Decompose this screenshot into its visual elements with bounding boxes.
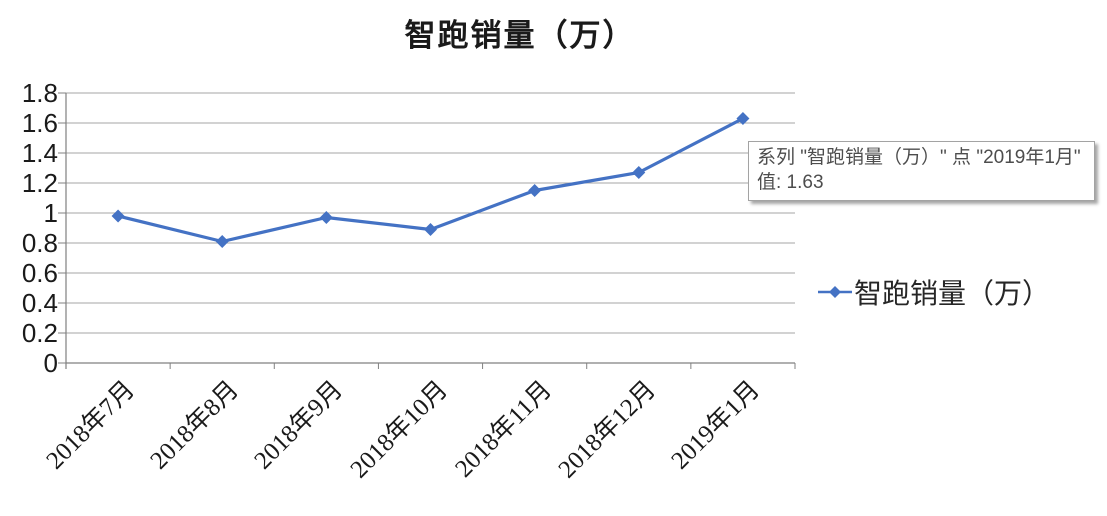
legend[interactable]: 智跑销量（万） — [818, 272, 1050, 312]
chart-title[interactable]: 智跑销量（万） — [404, 18, 636, 53]
y-axis-label: 1.8 — [21, 78, 58, 108]
tooltip-value-line: 值: 1.63 — [757, 172, 824, 193]
legend-marker — [818, 286, 852, 298]
data-point[interactable] — [528, 184, 542, 197]
y-axis-label: 0 — [43, 348, 58, 378]
data-point[interactable] — [111, 209, 125, 223]
y-axis-label: 1.4 — [21, 138, 58, 168]
y-axis-labels: 0 0.2 0.4 0.6 0.8 1 1.2 1.4 1.6 1.8 — [0, 0, 58, 516]
y-axis-label: 1 — [43, 198, 58, 228]
data-point-tooltip: 系列 "智跑销量（万）" 点 "2019年1月" 值: 1.63 — [748, 141, 1095, 201]
data-point[interactable] — [319, 211, 333, 224]
y-axis-label: 0.8 — [21, 228, 58, 258]
data-point[interactable] — [736, 112, 750, 125]
y-axis-label: 0.4 — [21, 288, 58, 318]
y-axis-label: 0.6 — [21, 258, 58, 288]
legend-label: 智跑销量（万） — [854, 279, 1051, 310]
data-point[interactable] — [215, 235, 229, 248]
y-axis-label: 0.2 — [21, 318, 58, 348]
tooltip-series-line: 系列 "智跑销量（万）" 点 "2019年1月" — [757, 147, 1081, 168]
legend-marker-diamond — [829, 286, 841, 298]
y-axis-label: 1.6 — [21, 108, 58, 138]
data-point[interactable] — [424, 223, 437, 236]
data-point[interactable] — [632, 166, 646, 179]
y-axis-label: 1.2 — [21, 168, 58, 198]
